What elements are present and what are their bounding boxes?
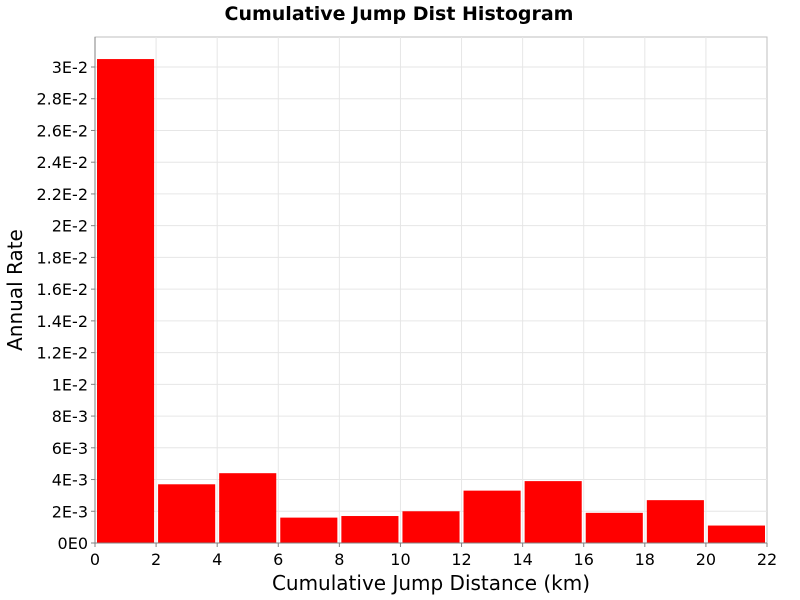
x-axis-label: Cumulative Jump Distance (km) <box>272 571 590 595</box>
x-tick-label: 2 <box>151 550 161 569</box>
chart-title: Cumulative Jump Dist Histogram <box>225 3 574 25</box>
histogram-bar <box>97 59 155 544</box>
y-tick-label: 1E-2 <box>52 375 88 394</box>
x-tick-label: 8 <box>334 550 344 569</box>
y-tick-label: 2.2E-2 <box>36 185 88 204</box>
y-tick-label: 0E0 <box>58 534 88 553</box>
bars <box>97 59 765 544</box>
y-tick-label: 6E-3 <box>52 439 88 458</box>
y-tick-label: 2.6E-2 <box>36 121 88 140</box>
histogram-bar <box>402 511 460 543</box>
axes <box>94 37 767 544</box>
y-tick-label: 2E-3 <box>52 502 88 521</box>
plot-area <box>94 36 768 544</box>
histogram-bar <box>707 525 765 543</box>
y-tick-label: 1.6E-2 <box>36 280 88 299</box>
x-tick-label: 14 <box>512 550 532 569</box>
x-tick-label: 12 <box>451 550 471 569</box>
y-tick-label: 2.8E-2 <box>36 90 88 109</box>
y-axis-label: Annual Rate <box>3 229 27 351</box>
histogram-bar <box>585 512 643 543</box>
y-tick-label: 1.8E-2 <box>36 248 88 267</box>
x-tick-label: 0 <box>90 550 100 569</box>
x-tick-label: 22 <box>757 550 777 569</box>
x-tick-label: 18 <box>635 550 655 569</box>
histogram-bar <box>341 516 399 543</box>
y-tick-label: 1.2E-2 <box>36 344 88 363</box>
histogram-bar <box>219 473 277 543</box>
y-tick-label: 1.4E-2 <box>36 312 88 331</box>
y-tick-label: 4E-3 <box>52 471 88 490</box>
x-tick-label: 6 <box>273 550 283 569</box>
y-tick-label: 2.4E-2 <box>36 153 88 172</box>
y-tick-label: 8E-3 <box>52 407 88 426</box>
y-tick-label: 3E-2 <box>52 58 88 77</box>
x-tick-label: 4 <box>212 550 222 569</box>
x-tick-label: 16 <box>574 550 594 569</box>
grid <box>95 37 767 543</box>
x-tick-label: 20 <box>696 550 716 569</box>
y-axis-ticks: 0E0 2E-3 4E-3 6E-3 8E-3 1E-2 1.2E-2 1.4E-2 1.6E-… <box>36 58 95 553</box>
histogram-bar <box>524 481 582 543</box>
histogram-bar <box>646 500 704 543</box>
y-tick-label: 2E-2 <box>52 217 88 236</box>
x-tick-label: 10 <box>390 550 410 569</box>
x-axis-ticks: 0 2 4 6 8 10 12 14 16 18 20 22 <box>90 543 777 569</box>
histogram-bar <box>280 517 338 543</box>
histogram-bar <box>158 484 216 543</box>
histogram-bar <box>463 490 521 543</box>
